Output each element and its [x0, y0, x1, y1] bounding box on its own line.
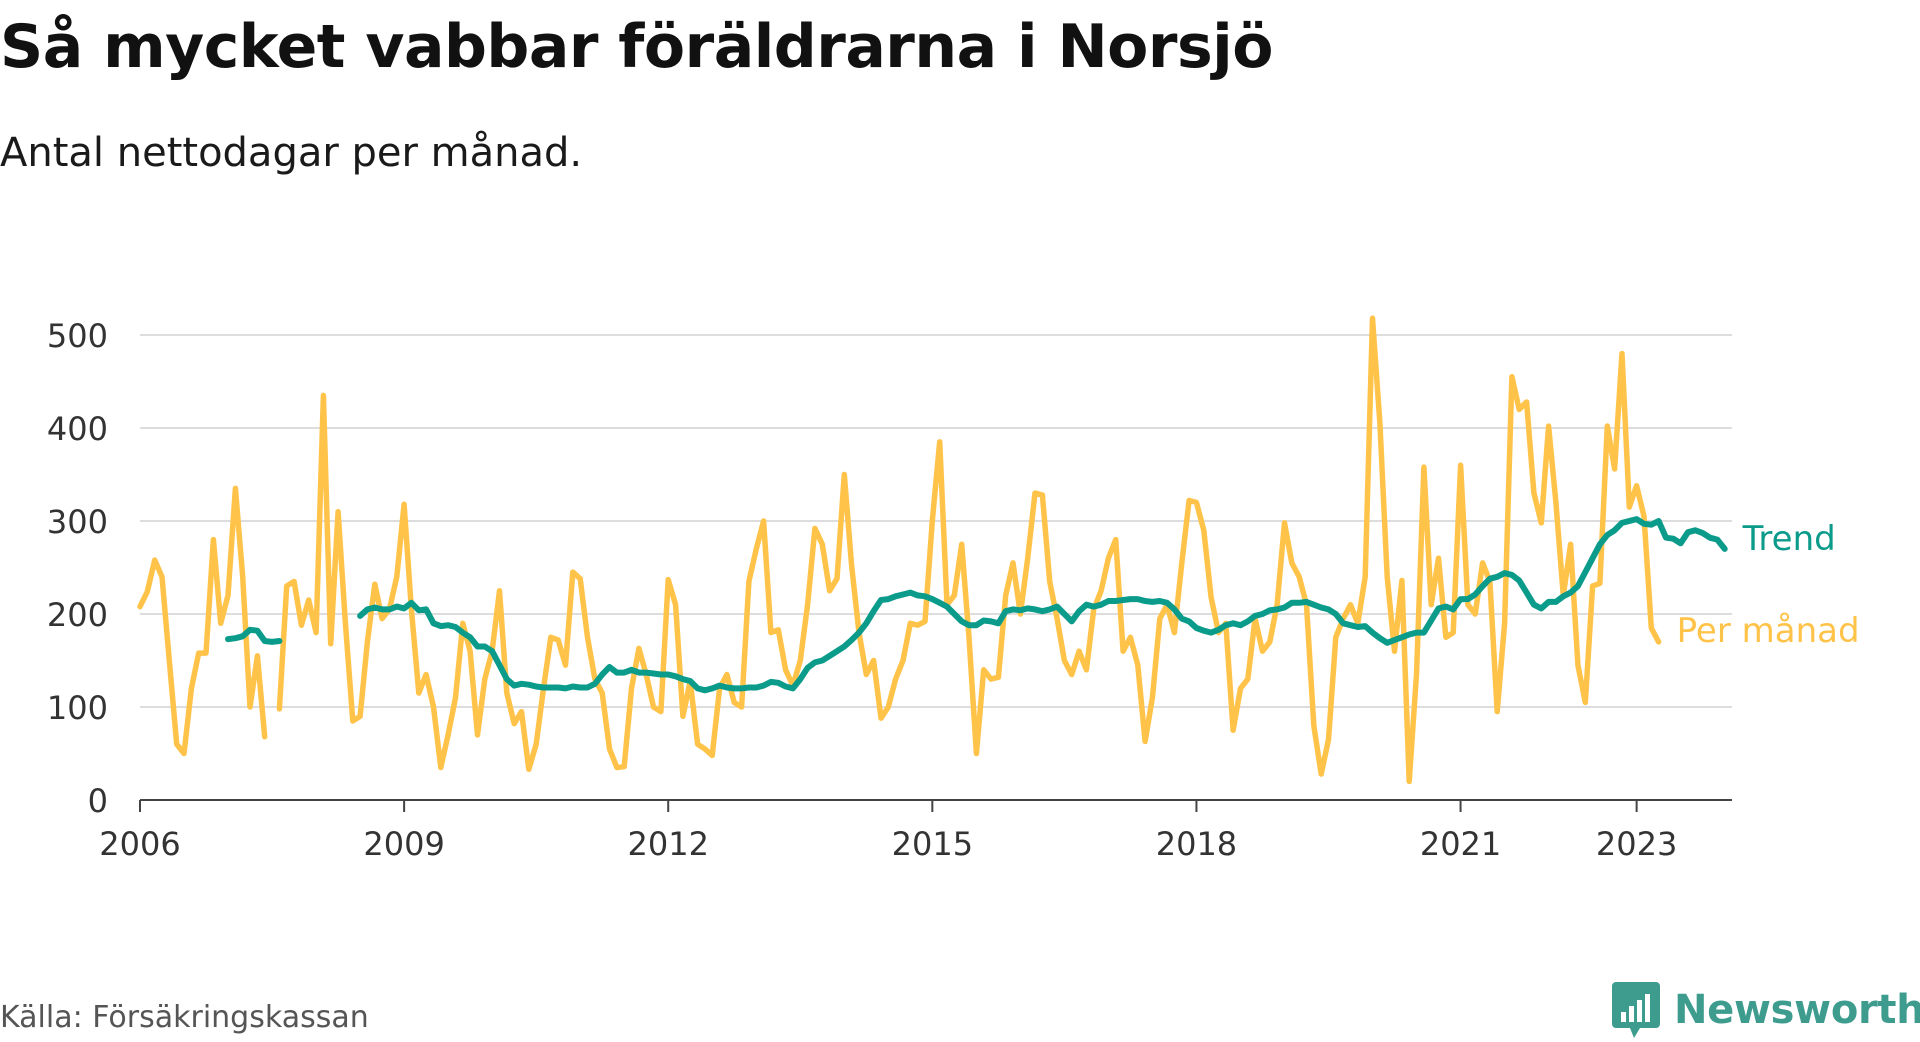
y-axis-tick-labels: 0 100 200 300 400 500 — [47, 317, 108, 820]
x-axis-ticks: 2006 2009 2012 2015 2018 2021 2023 — [99, 800, 1677, 863]
x-tick-label: 2006 — [99, 825, 180, 863]
y-tick-label: 0 — [88, 782, 108, 820]
x-tick-label: 2018 — [1156, 825, 1237, 863]
brand-name: Newsworthy — [1674, 987, 1920, 1033]
series-line-monthly — [137, 485, 268, 757]
newsworthy-brand: Newsworthy — [1610, 978, 1920, 1042]
x-tick-label: 2012 — [628, 825, 709, 863]
series-labels: Per månad Trend — [1677, 519, 1860, 651]
y-tick-label: 400 — [47, 410, 108, 448]
y-tick-label: 200 — [47, 596, 108, 634]
y-tick-label: 500 — [47, 317, 108, 355]
x-tick-label: 2015 — [892, 825, 973, 863]
x-tick-label: 2009 — [363, 825, 444, 863]
chart-title: Så mycket vabbar föräldrarna i Norsjö — [0, 12, 1273, 82]
monthly-series-label: Per månad — [1677, 611, 1860, 651]
newsworthy-logo-icon — [1612, 982, 1660, 1038]
trend-series-label: Trend — [1742, 519, 1836, 559]
y-tick-label: 300 — [47, 503, 108, 541]
x-tick-label: 2023 — [1596, 825, 1677, 863]
source-note: Källa: Försäkringskassan — [0, 1000, 369, 1035]
gridlines — [140, 334, 1732, 708]
series-line-monthly — [276, 315, 1662, 785]
chart-subtitle: Antal nettodagar per månad. — [0, 130, 583, 176]
series-line-trend — [357, 516, 1728, 694]
y-tick-label: 100 — [47, 689, 108, 727]
series-line-trend — [225, 626, 283, 645]
series-lines — [137, 315, 1728, 785]
x-tick-label: 2021 — [1420, 825, 1501, 863]
